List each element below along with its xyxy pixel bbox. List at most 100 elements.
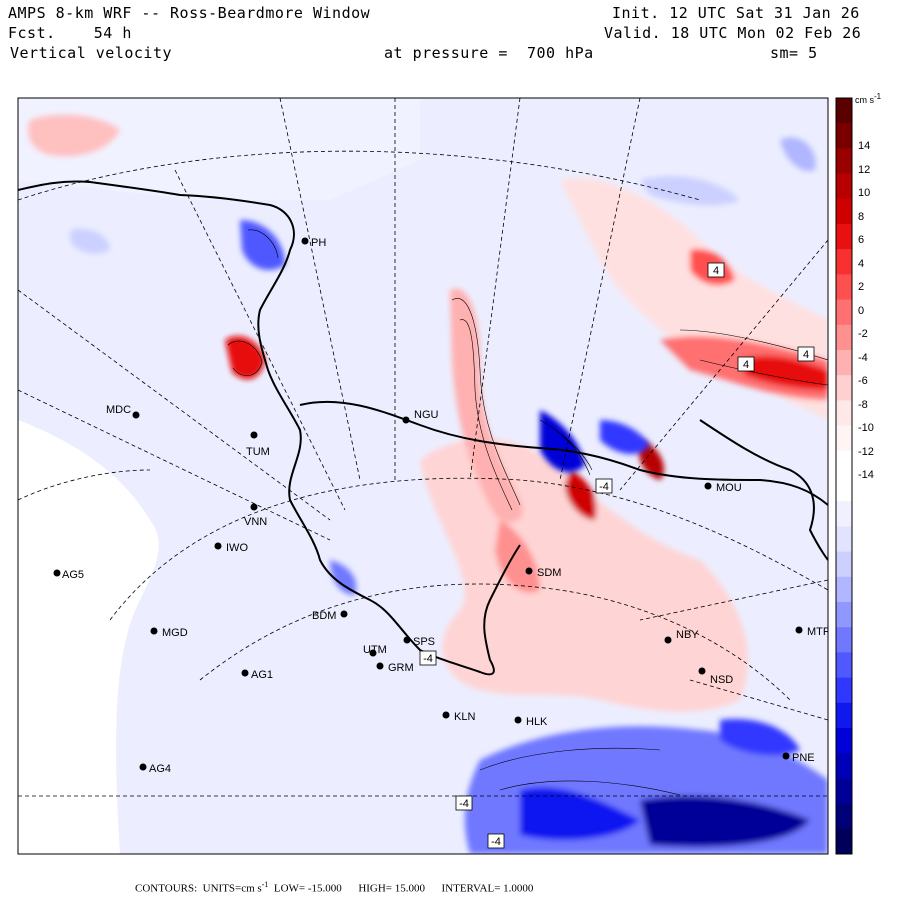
field-name: Vertical velocity — [10, 44, 173, 62]
contour-label: 4 — [743, 359, 749, 371]
colorbar-tick-label: 14 — [858, 140, 871, 152]
station-dot-vnn — [250, 503, 258, 511]
valid-line: Valid. 18 UTC Mon 02 Feb 26 — [604, 24, 861, 42]
station-dot-bdm — [340, 610, 348, 618]
upper-pale-region — [18, 98, 420, 200]
station-label-ag1: AG1 — [251, 669, 273, 681]
station-dot-tum — [250, 431, 258, 439]
footer-contours-label: CONTOURS: — [135, 882, 198, 895]
station-label-mdc: MDC — [106, 404, 131, 416]
colorbar-band — [836, 551, 852, 578]
pressure-label: at pressure = — [384, 44, 508, 62]
footer-units: UNITS=cm s — [202, 882, 262, 895]
station-markers: MDC TUM VNN IWO AG5 MGD AG1 AG4 BDM UTM SPS GRM KLN H… — [53, 237, 828, 775]
colorbar-tick-label: -14 — [858, 469, 874, 481]
station-label-utm: UTM — [363, 644, 387, 656]
station-label-grm: GRM — [388, 662, 414, 674]
colorbar-band — [836, 526, 852, 553]
init-time: 12 UTC Sat 31 Jan 26 — [669, 4, 860, 22]
contour-label: -4 — [423, 653, 433, 665]
colorbar-units: cm s-1 — [855, 92, 881, 105]
station-label-ag4: AG4 — [149, 763, 171, 775]
colorbar-tick-label: 6 — [858, 234, 865, 246]
station-dot-utm — [369, 649, 377, 657]
map-frame — [17, 97, 829, 855]
colorbar-band — [836, 501, 852, 527]
colorbar-band — [836, 350, 852, 376]
station-label-pne: PNE — [792, 752, 815, 764]
forecast-hours: 54 h — [93, 24, 132, 42]
colorbar-band — [836, 803, 852, 830]
no-data-region — [18, 420, 159, 854]
contour-label: -4 — [491, 836, 501, 848]
footer-interval: INTERVAL= 1.0000 — [441, 882, 534, 895]
contour-label: 4 — [713, 265, 719, 277]
colorbar-tick-label: 12 — [858, 163, 871, 176]
colorbar-band — [836, 274, 852, 301]
colorbar-band — [836, 728, 852, 754]
forecast-line: Fcst. 54 h — [8, 24, 132, 42]
station-label-nsd: NSD — [710, 674, 733, 686]
station-label-sdm: SDM — [537, 567, 561, 579]
colorbar-band — [836, 324, 852, 351]
negative-areas — [70, 137, 828, 854]
station-label-tum: TUM — [246, 446, 270, 458]
colorbar-tick-label: 0 — [858, 304, 865, 317]
colorbar-band — [836, 828, 852, 855]
station-label-vnn: VNN — [244, 516, 267, 528]
forecast-label: Fcst. — [8, 24, 56, 42]
station-label-bdm: BDM — [312, 610, 336, 622]
station-dot-nsd — [698, 667, 706, 675]
colorbar-tick-label: 8 — [858, 210, 865, 223]
colorbar-tick-label: -4 — [858, 351, 868, 364]
station-label-mgd: MGD — [162, 627, 188, 639]
station-dot-ag4 — [139, 763, 147, 771]
colorbar-units-text: cm s — [855, 95, 874, 105]
map-field: MDC TUM VNN IWO AG5 MGD AG1 AG4 BDM UTM SPS GRM KLN H… — [18, 98, 828, 854]
colorbar-band — [836, 450, 852, 477]
colorbar-tick-label: -8 — [858, 398, 868, 411]
model-title: AMPS 8-km WRF -- Ross-Beardmore Window — [8, 4, 371, 22]
colorbar-band — [836, 123, 852, 149]
colorbar-tick-label: -2 — [858, 328, 868, 340]
contour-label-box — [595, 478, 613, 494]
station-label-kln: KLN — [454, 711, 475, 723]
colorbar-units-exp: -1 — [874, 92, 882, 101]
station-dot-mgd — [150, 627, 158, 635]
init-line: Init. 12 UTC Sat 31 Jan 26 — [612, 4, 860, 22]
valid-time: 18 UTC Mon 02 Feb 26 — [670, 24, 862, 42]
colorbar-tick-label: 4 — [858, 257, 865, 270]
colorbar-tick-label: 10 — [858, 187, 871, 199]
station-label-hlk: HLK — [526, 716, 548, 728]
station-dot-mdc — [132, 411, 140, 419]
colorbar-tick-label: -12 — [858, 445, 874, 458]
contour-label-box — [737, 356, 755, 372]
init-label: Init. — [612, 4, 660, 22]
colorbar-band — [836, 98, 852, 124]
colorbar-band — [836, 753, 852, 779]
station-dot-pne — [782, 752, 790, 760]
footer-contours: CONTOURS: UNITS=cm s-1 LOW= -15.000 HIGH… — [135, 880, 533, 895]
station-dot-nby — [664, 636, 672, 644]
colorbar-band — [836, 677, 852, 704]
contour-label: 4 — [803, 349, 809, 361]
contour-label-box — [797, 346, 815, 362]
contour-label: -4 — [599, 481, 609, 493]
station-dot-iwo — [214, 542, 222, 550]
pressure-value: 700 hPa — [526, 44, 594, 62]
contour-lines — [227, 229, 828, 796]
station-dot-sps — [403, 636, 411, 644]
station-dot-ag5 — [53, 569, 61, 577]
colorbar-band — [836, 778, 852, 805]
colorbar-band — [836, 375, 852, 401]
positive-areas — [28, 114, 828, 845]
colorbar-tick-label: 2 — [858, 281, 865, 293]
station-dot-kln — [442, 711, 450, 719]
pressure-line: at pressure = 700 hPa — [384, 44, 594, 62]
station-label-nby: NBY — [676, 629, 699, 641]
colorbar-band — [836, 299, 852, 326]
station-label-ag5: AG5 — [62, 569, 84, 581]
contour-label: -4 — [459, 798, 469, 810]
station-label-sps: SPS — [413, 636, 435, 648]
station-label-ngu: NGU — [414, 409, 439, 421]
